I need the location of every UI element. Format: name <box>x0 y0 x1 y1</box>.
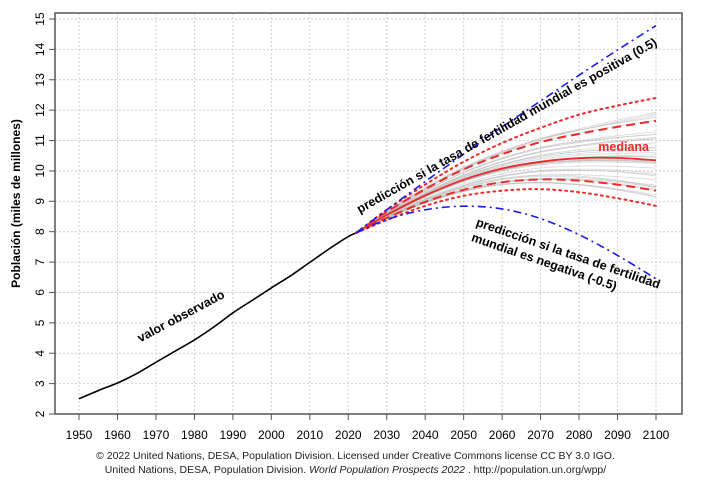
series-intervalo-95-inferior <box>355 188 657 234</box>
y-tick-label-6: 6 <box>33 289 47 296</box>
footer-line1: © 2022 United Nations, DESA, Population … <box>96 450 615 462</box>
y-tick-label-3: 3 <box>33 380 47 387</box>
trajectory-39 <box>355 133 657 234</box>
y-tick-label-11: 11 <box>33 134 47 147</box>
y-tick-label-10: 10 <box>33 164 47 178</box>
y-tick-label-2: 2 <box>33 410 47 417</box>
x-tick-label-2030: 2030 <box>373 428 400 442</box>
y-axis-title: Población (miles de millones) <box>9 119 23 288</box>
x-tick-label-2010: 2010 <box>296 428 323 442</box>
trajectory-20 <box>355 165 657 234</box>
y-tick-label-9: 9 <box>33 198 47 205</box>
plot-frame <box>54 12 683 415</box>
footer-copyright: © 2022 United Nations, DESA, Population … <box>0 450 711 462</box>
trajectory-36 <box>355 169 657 234</box>
footer-citation: United Nations, DESA, Population Divisio… <box>0 464 711 476</box>
x-tick-label-2060: 2060 <box>489 428 516 442</box>
trajectory-14 <box>355 161 657 234</box>
series-valor-observado <box>78 232 357 400</box>
trajectory-29 <box>355 138 657 234</box>
annotation-observed: valor observado <box>135 287 227 345</box>
annotation-median: mediana <box>598 140 650 154</box>
y-tick-label-8: 8 <box>33 228 47 235</box>
y-tick-label-15: 15 <box>33 12 47 26</box>
x-tick-label-1960: 1960 <box>104 428 131 442</box>
x-tick-label-1970: 1970 <box>143 428 170 442</box>
footer-line2-prefix: United Nations, DESA, Population Divisio… <box>104 464 310 476</box>
x-tick-label-2050: 2050 <box>450 428 477 442</box>
x-tick-label-2080: 2080 <box>566 428 593 442</box>
population-chart: 1950 1960 1970 1980 1990 2000 2010 2020 2030 2040… <box>9 12 683 442</box>
x-tick-label-1950: 1950 <box>66 428 93 442</box>
series-lines <box>78 25 657 400</box>
series-predicción-si-la-tasa-de-fertilidad-mundial-es-positiva-0-5 <box>355 25 657 234</box>
footer-line2-title: World Population Prospects 2022 <box>309 464 465 476</box>
y-tick-label-7: 7 <box>33 258 47 265</box>
trajectory-24 <box>355 146 657 234</box>
y-tick-label-13: 13 <box>33 73 47 87</box>
x-tick-label-2040: 2040 <box>412 428 439 442</box>
x-tick-label-2090: 2090 <box>604 428 631 442</box>
y-tick-label-4: 4 <box>33 350 47 357</box>
footer-line2-suffix: . http://population.un.org/wpp/ <box>464 464 607 476</box>
x-tick-label-2000: 2000 <box>258 428 285 442</box>
series-intervalo-80-superior <box>355 119 657 234</box>
annotations: valor observado predicción si la tasa de… <box>135 35 662 345</box>
y-tick-label-5: 5 <box>33 319 47 326</box>
series-intervalo-95-superior <box>355 97 657 234</box>
y-tick-label-14: 14 <box>33 42 47 56</box>
x-tick-label-2100: 2100 <box>643 428 670 442</box>
series-intervalo-80-inferior <box>355 178 657 234</box>
y-tick-label-12: 12 <box>33 103 47 117</box>
x-tick-label-1990: 1990 <box>220 428 247 442</box>
series-predicción-si-la-tasa-de-fertilidad-mundial-es-negativa-0-5 <box>355 205 657 280</box>
x-tick-label-2070: 2070 <box>527 428 554 442</box>
x-tick-label-1980: 1980 <box>181 428 208 442</box>
axes: 1950 1960 1970 1980 1990 2000 2010 2020 2030 2040… <box>33 12 669 442</box>
series-mediana <box>355 156 657 234</box>
x-tick-label-2020: 2020 <box>335 428 362 442</box>
